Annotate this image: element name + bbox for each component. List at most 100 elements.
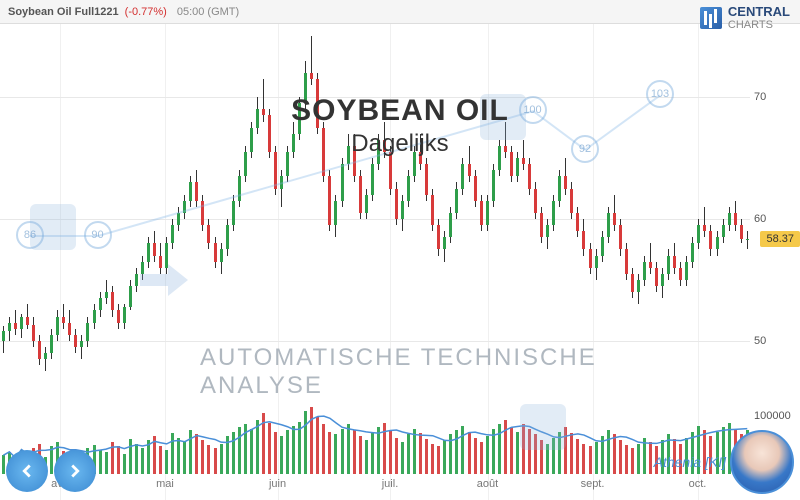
volume-bar [619,440,622,474]
volume-bar [105,452,108,474]
volume-panel[interactable] [0,404,750,474]
xaxis-label: sept. [581,478,605,490]
score-badge: 103 [646,80,674,108]
volume-bar [625,445,628,474]
volume-bar [262,413,265,474]
volume-bar [274,432,277,474]
volume-bar [371,432,374,474]
price-change: (-0.77%) [125,6,167,18]
volume-bar [310,407,313,474]
volume-bar [328,432,331,474]
score-badge: 100 [519,96,547,124]
yaxis-label: 60 [754,213,766,225]
volume-bar [443,440,446,474]
volume-bar [407,434,410,474]
nav-next-button[interactable] [54,450,96,492]
volume-bar [123,454,126,474]
volume-bar [516,432,519,474]
volume-bar [177,438,180,474]
xaxis-label: août [477,478,498,490]
volume-bar [377,427,380,474]
xaxis-label: oct. [689,478,707,490]
yaxis-label: 50 [754,335,766,347]
watermark-icon [520,404,566,450]
volume-bar [226,436,229,474]
volume-bar [207,445,210,474]
volume-bar [286,430,289,474]
volume-bar [304,411,307,474]
volume-bar [322,424,325,474]
volume-bar [50,446,53,474]
time-xaxis: avr.maijuinjuil.aoûtsept.oct. [0,474,750,500]
volume-bar [425,439,428,474]
xaxis-label: juil. [382,478,399,490]
volume-bar [431,444,434,474]
chart-header: Soybean Oil Full1221 (-0.77%) 05:00 (GMT… [0,0,800,24]
volume-bar [595,442,598,474]
yaxis-label: 70 [754,91,766,103]
volume-bar [455,430,458,474]
volume-bar [474,438,477,474]
watermark-arrow-icon [140,264,190,296]
volume-bar [268,423,271,474]
price-yaxis: 50607058.37 [750,24,800,414]
volume-bar [582,444,585,474]
volume-bar [159,446,162,474]
watermark-icon [480,94,526,140]
volume-bar [419,433,422,474]
volume-bar [256,420,259,474]
xaxis-label: juin [269,478,286,490]
volume-bar [171,433,174,474]
volume-bar [334,434,337,474]
logo-icon [700,7,722,29]
volume-bar [183,442,186,474]
volume-bar [613,434,616,474]
volume-bar [607,430,610,474]
volume-bar [117,446,120,474]
volume-bar [316,417,319,474]
volume-bar [395,438,398,474]
volume-bar [570,433,573,474]
volume-bar [589,446,592,474]
volume-bar [486,436,489,474]
score-badge: 92 [571,135,599,163]
symbol-name: Soybean Oil Full1221 [8,6,119,18]
volume-bar [492,429,495,475]
volume-bar [437,446,440,474]
volume-bar [401,442,404,474]
volume-bar [195,434,198,474]
logo-text-1: CENTRAL [728,4,790,19]
volume-bar [129,439,132,474]
volume-bar [365,440,368,474]
volume-bar [135,444,138,474]
nav-prev-button[interactable] [6,450,48,492]
assistant-avatar[interactable] [730,430,794,494]
volume-bar [498,424,501,474]
volume-bar [468,432,471,474]
volume-bar [153,436,156,474]
volume-bar [383,423,386,474]
volume-bar [238,427,241,474]
volume-bar [292,426,295,474]
volume-bar [298,422,301,475]
timestamp: 05:00 (GMT) [177,6,239,18]
volume-bar [631,448,634,474]
volume-bar [280,436,283,474]
brand-logo[interactable]: CENTRAL CHARTS [700,4,790,31]
volume-bar [99,450,102,475]
volume-bar [2,455,5,474]
volume-bar [649,442,652,474]
volume-bar [165,450,168,475]
volume-bar [576,439,579,474]
volume-bar [637,444,640,474]
volume-bar [111,442,114,474]
score-badge: 90 [84,221,112,249]
volume-bar [201,440,204,474]
volume-bar [643,438,646,474]
price-panel[interactable]: 869010092103 [0,24,750,414]
volume-bar [461,426,464,474]
volume-bar [220,444,223,474]
volume-bar [147,440,150,474]
volume-bar [347,424,350,474]
volume-bar [214,448,217,474]
